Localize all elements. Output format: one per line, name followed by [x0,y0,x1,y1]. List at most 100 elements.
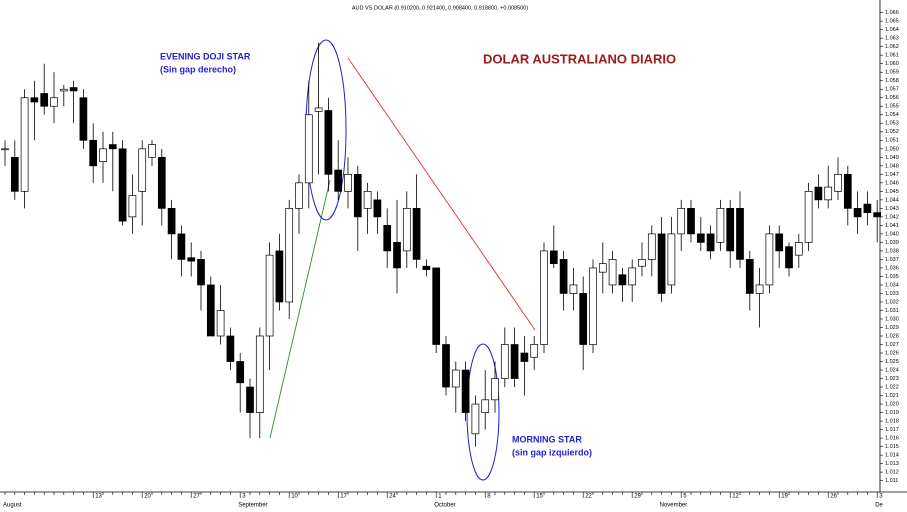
y-tick-label: 1.019 [885,410,899,416]
y-tick-label: 1.022 [885,384,899,390]
candle-body [726,208,735,252]
candle-body [598,263,607,273]
y-tick-label: 1.057 [885,87,899,93]
x-tick-label: 12 [732,494,739,500]
candle-body [549,250,558,265]
annotation: (Sin gap derecho) [160,64,236,74]
y-tick-label: 1.066 [885,10,899,16]
candle-body [59,88,68,92]
x-tick-label: 27 [193,494,200,500]
annotation: DOLAR AUSTRALIANO DIARIO [483,51,676,66]
candle-body [794,242,803,256]
y-tick-label: 1.059 [885,70,899,76]
y-tick-label: 1.040 [885,231,899,237]
candle-body [873,212,882,218]
candle-body [157,156,166,209]
y-tick-label: 1.024 [885,367,899,373]
y-tick-label: 1.037 [885,257,899,263]
y-tick-label: 1.016 [885,436,899,442]
candle-body [510,344,519,379]
y-tick-label: 1.043 [885,206,899,212]
y-tick-label: 1.033 [885,291,899,297]
candle-body [402,208,411,252]
y-tick-label: 1.041 [885,223,899,229]
candle-body [500,344,509,379]
candle-body [451,369,460,388]
candle-body [79,97,88,141]
candle-body [736,208,744,260]
y-tick-label: 1.012 [885,470,899,476]
candle-body [118,148,127,222]
candle-body [843,173,852,209]
y-tick-label: 1.015 [885,444,899,450]
candle-body [99,148,107,162]
candle-body [804,190,813,243]
y-tick-label: 1.026 [885,350,899,356]
candle-body [647,233,656,260]
y-tick-label: 1.027 [885,342,899,348]
candle-body [589,267,597,345]
candle-body [706,233,715,252]
candle-body [716,208,725,243]
y-tick-label: 1.014 [885,453,899,459]
candle-body [432,267,441,345]
candle-body [755,284,764,294]
candle-body [481,399,490,413]
candle-body [814,186,823,201]
candle-body [765,233,774,286]
x-tick-label: 19 [781,494,788,500]
candle-body [638,259,646,267]
candle-body [628,267,637,286]
y-tick-label: 1.060 [885,61,899,67]
candle-body [530,344,539,358]
month-label: October [434,503,455,509]
candle-body [187,257,196,262]
y-tick-label: 1.025 [885,359,899,365]
y-tick-label: 1.050 [885,146,899,152]
x-tick-label: 10 [291,494,298,500]
y-tick-label: 1.049 [885,155,899,161]
candle-body [608,259,617,286]
y-tick-label: 1.054 [885,112,899,118]
candle-body [344,173,352,192]
candle-body [863,203,872,213]
y-tick-label: 1.045 [885,189,899,195]
candle-body [383,225,392,252]
y-tick-label: 1.046 [885,180,899,186]
month-label: August [3,503,22,509]
candle-body [148,144,156,158]
y-tick-label: 1.064 [885,27,899,33]
y-tick-label: 1.011 [885,478,898,484]
month-label: De [875,503,883,509]
y-tick-label: 1.056 [885,95,899,101]
candle-body [197,259,205,286]
month-label: November [660,503,688,509]
candle-body [216,310,225,337]
candle-body [520,352,529,362]
candle-body [40,93,49,107]
y-tick-label: 1.021 [885,393,899,399]
x-tick-label: 15 [536,494,543,500]
candle-body [559,259,568,294]
x-tick-label: 1 [438,494,442,500]
y-tick-label: 1.055 [885,104,899,110]
y-tick-label: 1.017 [885,427,899,433]
x-tick-label: 26 [830,494,837,500]
candle-body [353,173,362,218]
y-tick-label: 1.048 [885,163,899,169]
x-tick-label: 17 [340,494,347,500]
candle-body [461,369,470,413]
candle-body [246,386,254,413]
candle-body [363,190,372,209]
y-tick-label: 1.031 [885,308,899,314]
y-tick-label: 1.053 [885,121,899,127]
x-tick-label: 20 [144,494,151,500]
candle-body [167,208,176,235]
candle-body [314,107,323,112]
annotation: (sin gap izquierdo) [512,447,592,457]
candle-body [275,250,284,303]
candle-body [442,344,450,388]
candle-body [618,274,627,286]
